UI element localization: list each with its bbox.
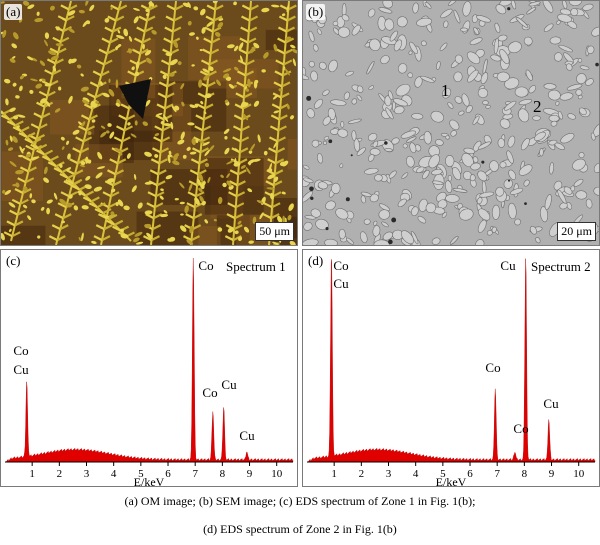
x-tick-label: 7 [192, 468, 198, 480]
om-image-panel: (a) 50 μm [0, 0, 298, 246]
peak-label: Co [513, 421, 528, 436]
eds-spectrum-2-panel: 1 2 3 4 5 6 7 8 9 10 E/keV Spectrum 2 Co Cu Cu Co Co Cu (… [302, 249, 600, 487]
panel-label-d: (d) [308, 253, 324, 268]
spectrum-title: Spectrum 2 [531, 259, 591, 274]
x-tick-label: 3 [386, 468, 392, 480]
x-tick-label: 10 [271, 468, 283, 480]
x-tick-label: 5 [138, 468, 144, 480]
figure-caption-line-2: (d) EDS spectrum of Zone 2 in Fig. 1(b) [203, 522, 397, 536]
x-tick-label: 5 [440, 468, 446, 480]
peak-label: Co [333, 258, 348, 273]
x-tick-label: 9 [549, 468, 555, 480]
figure-caption-line-1: (a) OM image; (b) SEM image; (c) EDS spe… [124, 494, 476, 508]
x-tick-label: 9 [247, 468, 253, 480]
scale-bar-b: 20 μm [557, 222, 596, 241]
peak-label: Cu [239, 428, 255, 443]
x-tick-label: 3 [84, 468, 90, 480]
sem-image-panel: (b) 1 2 20 μm [302, 0, 600, 246]
x-tick-label: 8 [220, 468, 226, 480]
eds-spectrum-2-chart: 1 2 3 4 5 6 7 8 9 10 E/keV Spectrum 2 Co Cu Cu Co Co Cu [307, 258, 596, 486]
peak-label: Co [13, 343, 28, 358]
zone-1-marker: 1 [441, 81, 450, 100]
x-tick-label: 2 [359, 468, 365, 480]
panel-label-b: (b) [306, 4, 326, 20]
spectrum-area [307, 258, 596, 463]
x-tick-label: 1 [29, 468, 35, 480]
zone-2-marker: 2 [533, 97, 542, 116]
x-tick-label: 10 [573, 468, 585, 480]
eds-spectrum-1-panel: 1 2 3 4 5 6 7 8 9 10 E/keV Spectrum 1 Co Cu Co Co Cu Cu (… [0, 249, 298, 487]
x-tick-label: 6 [165, 468, 171, 480]
x-tick-label: 2 [57, 468, 63, 480]
scale-bar-a: 50 μm [255, 222, 294, 241]
eds-spectrum-1-chart: 1 2 3 4 5 6 7 8 9 10 E/keV Spectrum 1 Co Cu Co Co Cu Cu [5, 257, 294, 486]
sem-texture [303, 1, 599, 245]
peak-label: Co [202, 385, 217, 400]
peak-label: Cu [221, 377, 237, 392]
spectrum-title: Spectrum 1 [226, 259, 286, 274]
x-tick-label: 1 [331, 468, 337, 480]
spectrum-area [5, 257, 294, 463]
x-tick-label: 4 [111, 468, 117, 480]
x-tick-label: 7 [494, 468, 500, 480]
peak-label: Co [198, 258, 213, 273]
peak-label: Co [485, 360, 500, 375]
x-tick-label: 4 [413, 468, 419, 480]
sem-micrograph [303, 1, 599, 245]
panel-label-c: (c) [6, 253, 21, 268]
x-tick-label: 8 [522, 468, 528, 480]
x-axis-label: E/keV [436, 475, 467, 486]
om-micrograph [1, 1, 297, 245]
peak-label: Cu [13, 362, 29, 377]
panel-label-a: (a) [4, 4, 23, 20]
dendrite-texture [1, 1, 297, 245]
peak-label: Cu [333, 276, 349, 291]
x-axis-label: E/keV [134, 475, 165, 486]
x-tick-label: 6 [467, 468, 473, 480]
peak-label: Cu [543, 396, 559, 411]
peak-label: Cu [500, 258, 516, 273]
